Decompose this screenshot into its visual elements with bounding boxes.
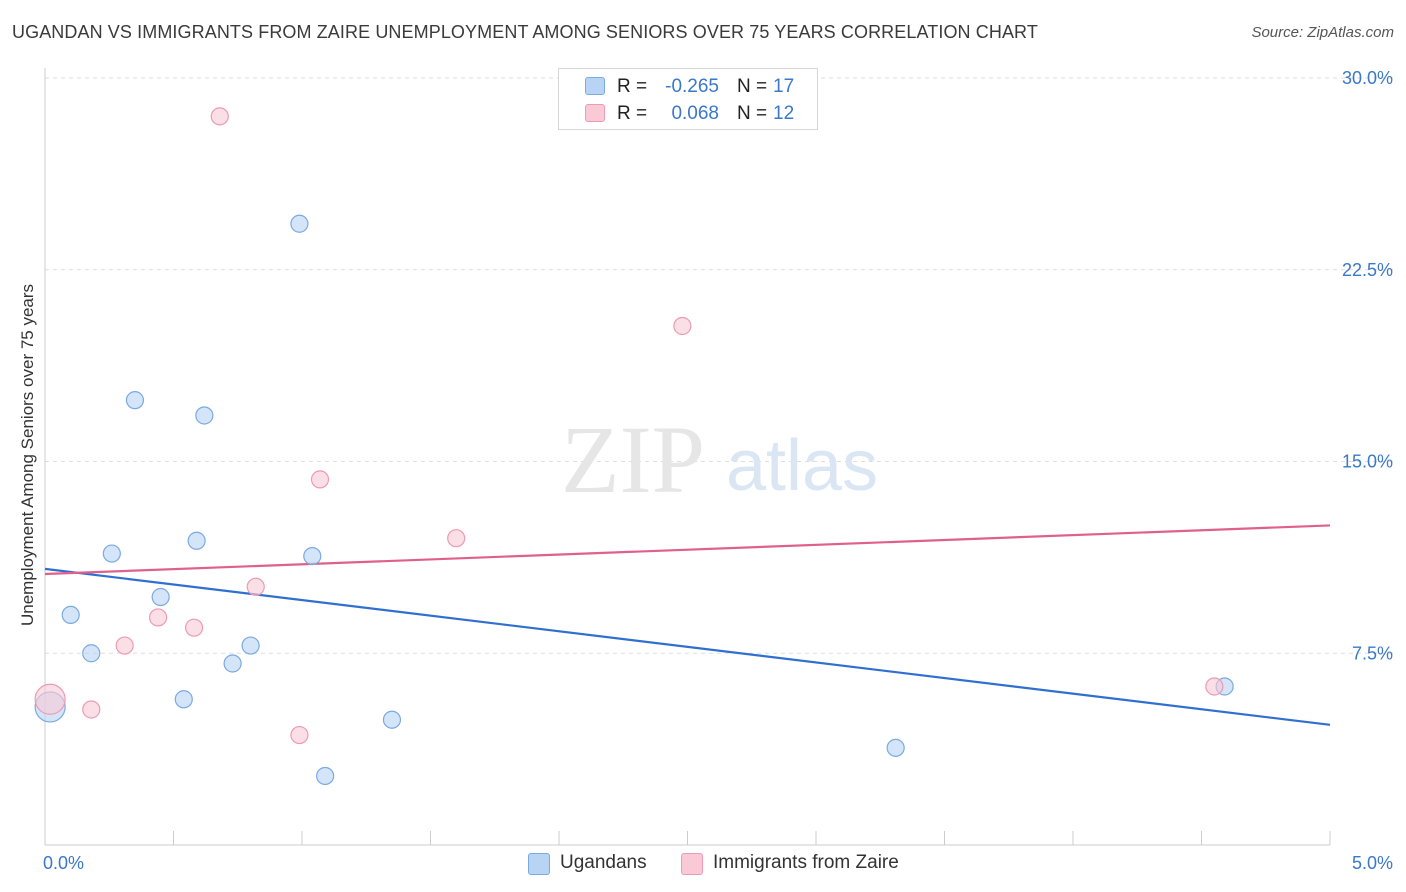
zaire-point bbox=[290, 725, 309, 745]
ugandans-point bbox=[82, 644, 101, 663]
ugandans-point bbox=[151, 587, 170, 607]
zaire-point bbox=[34, 683, 66, 715]
grid-layer bbox=[45, 77, 1393, 654]
zaire-swatch bbox=[585, 104, 605, 122]
zaire-point bbox=[184, 618, 204, 637]
legend-row-zaire: R = 0.068 N = 12 bbox=[559, 101, 817, 127]
r-label: R = bbox=[617, 103, 648, 124]
ugandans-point bbox=[303, 546, 322, 566]
zaire-point bbox=[673, 316, 692, 336]
legend-label-ugandans: Ugandans bbox=[560, 852, 647, 873]
n-value: 17 bbox=[773, 76, 795, 97]
zaire-point bbox=[246, 577, 265, 596]
zaire-point bbox=[148, 608, 168, 627]
zaire-point bbox=[210, 107, 229, 126]
ugandans-point bbox=[195, 406, 214, 425]
zaire-legend-swatch bbox=[681, 853, 703, 875]
y-tick-label: 30.0% bbox=[1342, 68, 1393, 88]
tick-labels: 7.5% 15.0% 22.5% 30.0% 0.0% 5.0% bbox=[43, 68, 1393, 873]
watermark-zip: ZIP bbox=[561, 406, 705, 513]
r-value: 0.068 bbox=[671, 103, 719, 124]
zaire-point bbox=[82, 700, 101, 719]
n-label: N = bbox=[737, 76, 768, 97]
watermark: ZIP atlas bbox=[561, 406, 878, 513]
ugandans-swatch bbox=[585, 77, 605, 95]
legend-label-zaire: Immigrants from Zaire bbox=[713, 852, 899, 873]
ugandans-point bbox=[382, 710, 402, 729]
zaire-point bbox=[115, 636, 134, 655]
ugandans-point bbox=[125, 391, 145, 410]
x-tick-label: 5.0% bbox=[1352, 853, 1393, 873]
ugandans-point bbox=[174, 690, 193, 709]
data-points bbox=[34, 107, 1234, 786]
ugandans-point bbox=[290, 214, 309, 233]
zaire-point bbox=[310, 470, 330, 489]
zaire-point bbox=[447, 529, 466, 548]
legend-row-ugandans: R = -0.265 N = 17 bbox=[559, 74, 817, 100]
ugandans-point bbox=[102, 544, 121, 563]
y-tick-label: 15.0% bbox=[1342, 452, 1393, 472]
ugandans-point bbox=[241, 636, 260, 655]
r-value: -0.265 bbox=[665, 76, 719, 97]
n-label: N = bbox=[737, 103, 768, 124]
n-value: 12 bbox=[773, 103, 795, 124]
ugandans-point bbox=[886, 738, 905, 757]
ugandans-legend-swatch bbox=[528, 853, 550, 875]
watermark-atlas: atlas bbox=[726, 426, 878, 506]
y-tick-label: 22.5% bbox=[1342, 260, 1393, 280]
ugandans-point bbox=[316, 766, 335, 786]
ugandans-point bbox=[223, 654, 242, 673]
source-label: Source: ZipAtlas.com bbox=[1251, 24, 1394, 41]
ugandans-point bbox=[187, 531, 206, 550]
ugandans-point bbox=[61, 605, 80, 625]
zaire-point bbox=[1205, 677, 1224, 696]
chart-title: UGANDAN VS IMMIGRANTS FROM ZAIRE UNEMPLO… bbox=[12, 22, 1038, 42]
r-label: R = bbox=[617, 76, 648, 97]
y-tick-label: 7.5% bbox=[1352, 643, 1393, 663]
trend-lines bbox=[44, 524, 1331, 726]
trend-line bbox=[44, 524, 1331, 576]
correlation-legend: R = -0.265 N = 17 R = 0.068 N = 12 bbox=[558, 68, 818, 130]
x-tick-label: 0.0% bbox=[43, 853, 84, 873]
trend-line bbox=[44, 567, 1331, 726]
